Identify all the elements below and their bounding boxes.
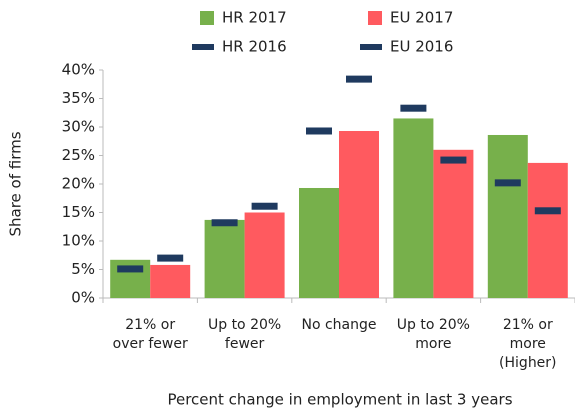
x-tick-label: 21% or over fewer (112, 317, 188, 352)
legend-swatch (192, 44, 214, 50)
y-tick-label: 30% (62, 118, 95, 136)
marker (211, 219, 238, 227)
bar (487, 134, 528, 298)
marker (157, 254, 184, 262)
y-tick-label: 10% (62, 232, 95, 250)
x-tick-label: No change (301, 317, 377, 333)
x-axis-title: Percent change in employment in last 3 y… (167, 391, 512, 409)
marker (306, 127, 332, 135)
y-tick-label: 20% (62, 175, 95, 193)
marker (534, 207, 561, 215)
marker (494, 179, 521, 187)
bar (244, 212, 285, 298)
bar (299, 187, 339, 298)
marker (440, 156, 467, 164)
marker (251, 202, 278, 210)
legend-swatch (360, 44, 382, 50)
bar (527, 162, 568, 298)
bar (204, 219, 245, 298)
legend-label: EU 2017 (390, 9, 453, 27)
bar (339, 130, 379, 298)
y-axis-title: Share of firms (7, 131, 25, 236)
bar (150, 264, 191, 298)
marker (346, 75, 372, 83)
y-tick-label: 40% (62, 61, 95, 79)
marker (400, 104, 427, 112)
y-tick-label: 25% (62, 146, 95, 164)
legend-label: HR 2017 (222, 9, 287, 27)
y-tick-label: 15% (62, 203, 95, 221)
marker (117, 265, 144, 273)
x-tick-label: Up to 20% more (396, 317, 470, 352)
y-tick-label: 35% (62, 89, 95, 107)
legend-swatch (368, 11, 382, 25)
legend-label: HR 2016 (222, 38, 287, 56)
bar (433, 149, 474, 298)
y-tick-label: 0% (71, 289, 95, 307)
legend-swatch (200, 11, 214, 25)
y-tick-label: 5% (71, 260, 95, 278)
x-tick-label: Up to 20% fewer (207, 317, 282, 352)
x-tick-label: 21% or more (Higher) (499, 317, 557, 371)
legend-label: EU 2016 (390, 38, 453, 56)
bar (393, 118, 434, 298)
